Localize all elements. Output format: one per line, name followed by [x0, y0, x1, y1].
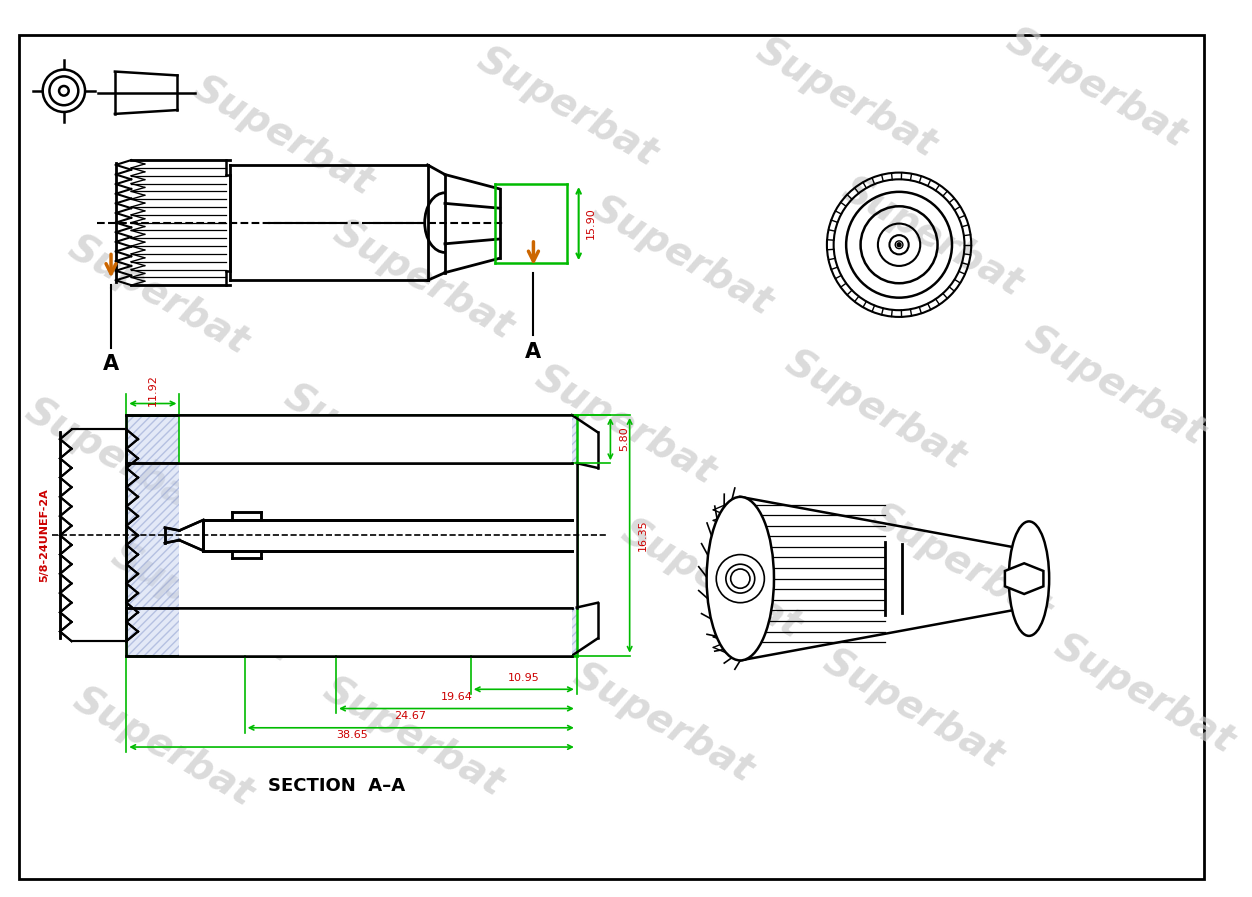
- Text: Superbat: Superbat: [105, 536, 298, 669]
- Text: 5.80: 5.80: [618, 427, 629, 451]
- Text: Superbat: Superbat: [999, 21, 1193, 155]
- Bar: [126, 415, 577, 656]
- Text: Superbat: Superbat: [1048, 627, 1241, 761]
- Text: Superbat: Superbat: [18, 391, 212, 526]
- Text: 16.35: 16.35: [639, 519, 649, 551]
- Text: Superbat: Superbat: [816, 641, 1010, 775]
- Text: 24.67: 24.67: [394, 711, 426, 721]
- Text: Superbat: Superbat: [278, 377, 472, 510]
- Text: A: A: [526, 342, 542, 361]
- Circle shape: [898, 243, 901, 247]
- Text: Superbat: Superbat: [586, 189, 780, 323]
- Polygon shape: [1005, 563, 1043, 594]
- Text: Superbat: Superbat: [865, 497, 1058, 631]
- Text: Superbat: Superbat: [1019, 319, 1212, 453]
- Text: Superbat: Superbat: [566, 656, 760, 790]
- Text: Superbat: Superbat: [528, 358, 721, 492]
- Text: Superbat: Superbat: [779, 344, 972, 477]
- Text: 38.65: 38.65: [336, 730, 367, 741]
- Text: Superbat: Superbat: [471, 40, 664, 174]
- Text: Superbat: Superbat: [187, 69, 381, 203]
- Bar: [179, 463, 577, 607]
- Circle shape: [43, 70, 85, 112]
- Text: Superbat: Superbat: [615, 512, 809, 646]
- Circle shape: [49, 76, 79, 105]
- Text: SECTION  A–A: SECTION A–A: [268, 777, 404, 795]
- Text: Superbat: Superbat: [749, 30, 943, 164]
- Ellipse shape: [1009, 521, 1049, 636]
- Text: Superbat: Superbat: [61, 228, 255, 361]
- Text: 15.90: 15.90: [586, 208, 596, 239]
- Text: Superbat: Superbat: [836, 170, 1029, 304]
- Bar: [179, 607, 572, 656]
- Text: 5/8-24UNEF-2A: 5/8-24UNEF-2A: [40, 489, 50, 582]
- Text: 10.95: 10.95: [508, 673, 540, 683]
- Bar: [179, 415, 572, 463]
- Text: Superbat: Superbat: [66, 680, 260, 814]
- Text: 11.92: 11.92: [148, 374, 158, 406]
- Text: A: A: [103, 354, 119, 374]
- Text: 19.64: 19.64: [441, 692, 472, 702]
- Circle shape: [59, 86, 69, 96]
- Text: Superbat: Superbat: [326, 213, 520, 347]
- Text: Superbat: Superbat: [364, 527, 558, 660]
- Ellipse shape: [706, 497, 774, 660]
- Text: Superbat: Superbat: [317, 671, 510, 805]
